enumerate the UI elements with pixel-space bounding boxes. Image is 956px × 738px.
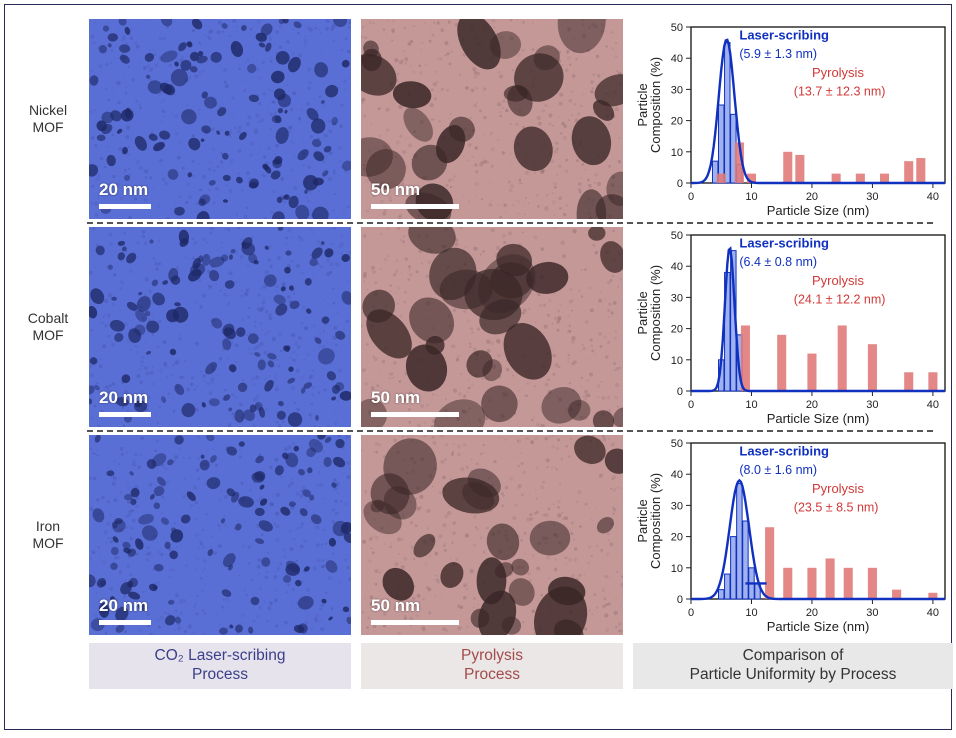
svg-text:30: 30 (866, 399, 878, 411)
svg-text:10: 10 (745, 191, 757, 203)
svg-text:Particle Size (nm): Particle Size (nm) (767, 619, 870, 634)
micrograph-pyro-cobalt: 50 nm (361, 227, 623, 427)
svg-text:20: 20 (806, 191, 818, 203)
svg-text:0: 0 (688, 399, 694, 411)
micrograph-pyro-nickel: 50 nm (361, 19, 623, 219)
scalebar-line (99, 204, 151, 209)
svg-text:30: 30 (866, 607, 878, 619)
scalebar-laser-cobalt: 20 nm (99, 388, 151, 417)
svg-text:20: 20 (806, 607, 818, 619)
svg-text:10: 10 (671, 563, 683, 575)
svg-text:0: 0 (677, 386, 683, 398)
svg-text:Composition (%): Composition (%) (648, 265, 663, 361)
svg-text:10: 10 (671, 355, 683, 367)
svg-text:(13.7 ± 12.3 nm): (13.7 ± 12.3 nm) (794, 85, 886, 99)
svg-text:40: 40 (671, 261, 683, 273)
svg-text:Composition (%): Composition (%) (648, 57, 663, 153)
svg-text:Pyrolysis: Pyrolysis (812, 481, 865, 496)
micrograph-laser-cobalt: 20 nm (89, 227, 351, 427)
svg-text:Pyrolysis: Pyrolysis (812, 65, 865, 80)
histogram-chart-cobalt: 01020304001020304050Particle Size (nm)Pa… (633, 227, 953, 427)
svg-text:20: 20 (671, 116, 683, 128)
micrograph-pyro-iron: 50 nm (361, 435, 623, 635)
scalebar-pyro-nickel: 50 nm (371, 180, 459, 209)
svg-text:10: 10 (745, 607, 757, 619)
scalebar-label: 20 nm (99, 596, 148, 615)
svg-text:20: 20 (671, 324, 683, 336)
row-label-iron: IronMOF (17, 435, 79, 635)
svg-text:Particle Size (nm): Particle Size (nm) (767, 411, 870, 426)
svg-text:40: 40 (927, 191, 939, 203)
figure-grid: NickelMOF 20 nm 50 nm 0 10 20 30 40 0 10 20 30 40… (17, 19, 933, 689)
row-label-nickel: NickelMOF (17, 19, 79, 219)
histogram-chart-nickel: 01020304001020304050Particle Size (nm)Pa… (633, 19, 953, 219)
svg-text:Particle Size (nm): Particle Size (nm) (767, 203, 870, 218)
svg-text:30: 30 (671, 292, 683, 304)
svg-text:40: 40 (671, 53, 683, 65)
svg-text:10: 10 (671, 147, 683, 159)
footer-spacer (17, 643, 79, 689)
scalebar-line (99, 620, 151, 625)
svg-text:20: 20 (806, 399, 818, 411)
svg-text:30: 30 (671, 84, 683, 96)
svg-text:(5.9 ± 1.3 nm): (5.9 ± 1.3 nm) (739, 47, 817, 61)
column-footer-laser: CO₂ Laser-scribingProcess (89, 643, 351, 689)
micrograph-laser-iron: 20 nm (89, 435, 351, 635)
histogram-chart-iron: 01020304001020304050Particle Size (nm)Pa… (633, 435, 953, 635)
scalebar-pyro-cobalt: 50 nm (371, 388, 459, 417)
svg-text:(24.1 ± 12.2 nm): (24.1 ± 12.2 nm) (794, 293, 886, 307)
svg-text:30: 30 (866, 191, 878, 203)
scalebar-laser-iron: 20 nm (99, 596, 151, 625)
svg-text:Pyrolysis: Pyrolysis (812, 273, 865, 288)
scalebar-label: 50 nm (371, 180, 420, 199)
scalebar-line (99, 412, 151, 417)
svg-text:30: 30 (671, 500, 683, 512)
svg-text:40: 40 (671, 469, 683, 481)
svg-text:10: 10 (745, 399, 757, 411)
scalebar-line (371, 204, 459, 209)
svg-text:(23.5 ± 8.5 nm): (23.5 ± 8.5 nm) (794, 501, 879, 515)
scalebar-line (371, 620, 459, 625)
scalebar-label: 50 nm (371, 596, 420, 615)
scalebar-line (371, 412, 459, 417)
svg-text:0: 0 (688, 607, 694, 619)
scalebar-pyro-iron: 50 nm (371, 596, 459, 625)
svg-text:(6.4 ± 0.8 nm): (6.4 ± 0.8 nm) (739, 255, 817, 269)
svg-text:50: 50 (671, 22, 683, 34)
row-label-cobalt: CobaltMOF (17, 227, 79, 427)
svg-text:40: 40 (927, 607, 939, 619)
column-footer-comparison: Comparison ofParticle Uniformity by Proc… (633, 643, 953, 689)
svg-text:50: 50 (671, 230, 683, 242)
scalebar-laser-nickel: 20 nm (99, 180, 151, 209)
svg-text:50: 50 (671, 438, 683, 450)
row-divider-1 (87, 222, 933, 224)
column-footer-pyro: PyrolysisProcess (361, 643, 623, 689)
micrograph-laser-nickel: 20 nm (89, 19, 351, 219)
scalebar-label: 20 nm (99, 388, 148, 407)
svg-text:0: 0 (677, 178, 683, 190)
scalebar-label: 50 nm (371, 388, 420, 407)
svg-text:(8.0 ± 1.6 nm): (8.0 ± 1.6 nm) (739, 463, 817, 477)
figure-border: NickelMOF 20 nm 50 nm 0 10 20 30 40 0 10 20 30 40… (4, 4, 952, 730)
svg-text:Laser-scribing: Laser-scribing (739, 443, 829, 458)
svg-text:Laser-scribing: Laser-scribing (739, 235, 829, 250)
svg-text:Laser-scribing: Laser-scribing (739, 27, 829, 42)
svg-text:40: 40 (927, 399, 939, 411)
svg-text:0: 0 (677, 594, 683, 606)
svg-text:20: 20 (671, 532, 683, 544)
svg-text:0: 0 (688, 191, 694, 203)
svg-text:Composition (%): Composition (%) (648, 473, 663, 569)
row-divider-2 (87, 430, 933, 432)
scalebar-label: 20 nm (99, 180, 148, 199)
